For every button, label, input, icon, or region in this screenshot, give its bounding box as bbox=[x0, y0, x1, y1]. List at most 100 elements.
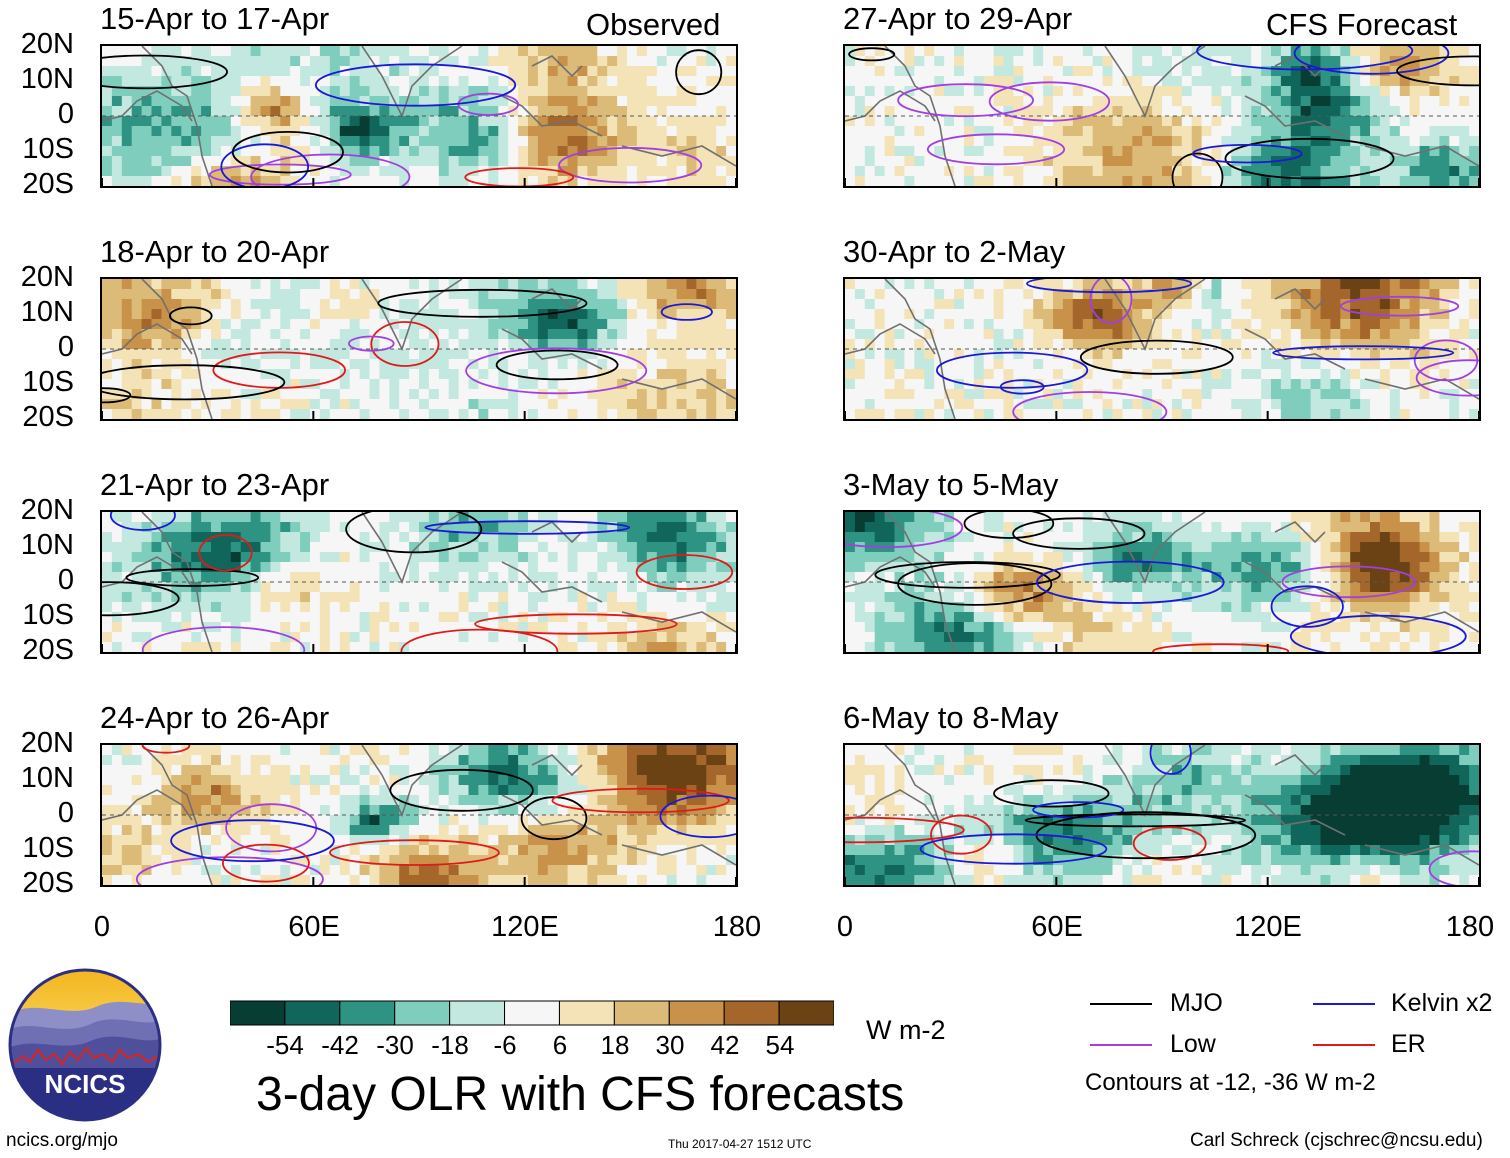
olr-cell bbox=[1340, 96, 1351, 107]
olr-cell bbox=[1409, 319, 1421, 330]
olr-cell bbox=[1251, 166, 1262, 177]
olr-cell bbox=[676, 825, 688, 836]
olr-cell bbox=[894, 76, 905, 87]
low-contour bbox=[558, 146, 703, 184]
olr-cell bbox=[389, 632, 400, 643]
olr-cell bbox=[300, 532, 311, 543]
olr-cell bbox=[161, 845, 172, 856]
olr-cell bbox=[230, 542, 242, 553]
olr-cell bbox=[963, 339, 975, 350]
mjo-contour bbox=[389, 768, 534, 812]
olr-cell bbox=[359, 299, 371, 310]
olr-cell bbox=[389, 805, 400, 816]
olr-cell bbox=[1043, 76, 1054, 87]
olr-cell bbox=[577, 552, 588, 563]
olr-cell bbox=[587, 815, 598, 826]
olr-cell bbox=[240, 795, 252, 806]
olr-cell bbox=[478, 126, 489, 137]
olr-cell bbox=[577, 532, 588, 543]
olr-cell bbox=[508, 785, 519, 796]
olr-cell bbox=[627, 136, 638, 147]
olr-cell bbox=[617, 166, 628, 177]
olr-cell bbox=[458, 56, 470, 67]
olr-cell bbox=[518, 389, 529, 400]
olr-cell bbox=[557, 126, 569, 137]
olr-cell bbox=[1290, 289, 1302, 300]
olr-cell bbox=[151, 359, 162, 370]
olr-cell bbox=[102, 66, 113, 77]
olr-cell bbox=[617, 176, 628, 186]
olr-cell bbox=[1142, 299, 1153, 310]
olr-cell bbox=[121, 329, 133, 340]
olr-cell bbox=[1092, 156, 1104, 167]
olr-cell bbox=[1310, 279, 1322, 290]
olr-cell bbox=[696, 552, 707, 563]
olr-cell bbox=[389, 512, 400, 523]
olr-cell bbox=[359, 582, 371, 593]
olr-cell bbox=[211, 835, 222, 846]
olr-cell bbox=[547, 86, 559, 97]
olr-cell bbox=[1310, 176, 1322, 186]
olr-cell bbox=[359, 642, 371, 652]
olr-cell bbox=[1469, 116, 1479, 127]
olr-cell bbox=[498, 156, 509, 167]
olr-cell bbox=[260, 765, 271, 776]
olr-cell bbox=[121, 612, 133, 623]
olr-cell bbox=[1370, 76, 1381, 87]
olr-cell bbox=[587, 875, 598, 885]
olr-cell bbox=[419, 86, 430, 97]
olr-cell bbox=[597, 875, 608, 885]
olr-cell bbox=[1092, 279, 1104, 290]
olr-cell bbox=[726, 86, 736, 97]
olr-cell bbox=[1261, 146, 1272, 157]
olr-cell bbox=[627, 166, 638, 177]
olr-cell bbox=[1271, 319, 1282, 330]
olr-cell bbox=[369, 642, 380, 652]
mjo-contour bbox=[377, 288, 588, 318]
olr-cell bbox=[419, 116, 430, 127]
olr-cell bbox=[181, 349, 192, 360]
olr-cell bbox=[993, 76, 1005, 87]
olr-cell bbox=[973, 166, 985, 177]
olr-cell bbox=[260, 612, 271, 623]
olr-cell bbox=[488, 309, 499, 320]
olr-cell bbox=[597, 632, 608, 643]
olr-cell bbox=[409, 642, 420, 652]
olr-cell bbox=[636, 765, 648, 776]
olr-cell bbox=[300, 96, 311, 107]
olr-cell bbox=[151, 815, 162, 826]
olr-cell bbox=[1191, 116, 1203, 127]
olr-cell bbox=[478, 409, 489, 419]
olr-cell bbox=[369, 572, 380, 583]
olr-cell bbox=[458, 146, 470, 157]
olr-cell bbox=[478, 572, 489, 583]
olr-cell bbox=[1241, 329, 1252, 340]
olr-cell bbox=[171, 279, 182, 290]
olr-cell bbox=[211, 289, 222, 300]
olr-cell bbox=[131, 815, 143, 826]
olr-cell bbox=[993, 136, 1005, 147]
olr-cell bbox=[1290, 319, 1302, 330]
olr-cell bbox=[934, 279, 945, 290]
olr-cell bbox=[319, 309, 331, 320]
olr-cell bbox=[141, 56, 153, 67]
olr-cell bbox=[636, 399, 648, 410]
olr-cell bbox=[557, 329, 569, 340]
olr-cell bbox=[419, 755, 430, 766]
olr-cell bbox=[111, 156, 123, 167]
olr-cell bbox=[478, 299, 489, 310]
olr-cell bbox=[458, 409, 470, 419]
olr-cell bbox=[369, 825, 380, 836]
olr-cell bbox=[488, 855, 499, 866]
olr-cell bbox=[1221, 126, 1232, 137]
olr-cell bbox=[904, 116, 915, 127]
olr-cell bbox=[607, 156, 618, 167]
olr-cell bbox=[676, 279, 688, 290]
olr-cell bbox=[646, 329, 658, 340]
olr-cell bbox=[240, 146, 252, 157]
coastline bbox=[501, 328, 603, 370]
olr-cell bbox=[607, 379, 618, 390]
olr-cell bbox=[884, 289, 896, 300]
olr-cell bbox=[1350, 156, 1361, 167]
olr-cell bbox=[528, 815, 539, 826]
